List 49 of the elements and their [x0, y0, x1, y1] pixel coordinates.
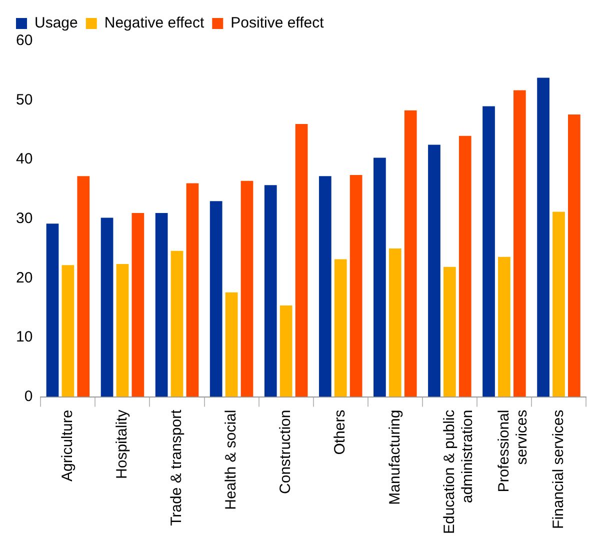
- y-tick-label: 10: [16, 328, 33, 346]
- bar: [568, 114, 580, 397]
- y-tick-label: 20: [16, 269, 33, 286]
- bar: [132, 212, 144, 397]
- y-tick-label: 50: [16, 91, 33, 108]
- x-tick-label: Financial services: [550, 410, 567, 529]
- bar: [334, 259, 347, 397]
- legend-label: Negative effect: [104, 14, 205, 32]
- x-tick-label: Hospitality: [114, 409, 131, 479]
- bar: [318, 176, 332, 397]
- x-tick-label: Agriculture: [59, 410, 76, 482]
- x-tick-label: Construction: [277, 410, 294, 494]
- bar: [170, 250, 184, 397]
- bar: [458, 136, 472, 397]
- y-tick-label: 0: [24, 388, 33, 405]
- x-tick-label: Manufacturing: [386, 410, 404, 505]
- bar: [116, 264, 129, 397]
- y-tick-label: 40: [16, 150, 33, 168]
- bar: [46, 224, 59, 397]
- bar: [186, 183, 199, 397]
- bar: [374, 158, 386, 397]
- bar: [443, 266, 456, 397]
- bar: [280, 305, 292, 397]
- bar: [264, 185, 277, 397]
- bar: [295, 124, 308, 397]
- bar: [482, 106, 495, 397]
- bar: [77, 176, 90, 397]
- x-tick-label: Others: [332, 410, 349, 455]
- bar: [100, 218, 114, 397]
- bar: [155, 212, 168, 397]
- bar: [428, 144, 440, 397]
- x-tick-label: Health & social: [222, 410, 240, 510]
- bar: [513, 90, 526, 397]
- legend-label: Positive effect: [230, 14, 325, 32]
- bar: [62, 265, 74, 397]
- bar: [240, 180, 254, 397]
- bar: [537, 78, 550, 397]
- bar: [498, 256, 510, 397]
- bar: [210, 201, 222, 397]
- y-tick-label: 60: [16, 32, 33, 50]
- bar: [350, 175, 362, 397]
- x-tick-label: Education & public administration: [440, 409, 476, 534]
- bar: [225, 292, 238, 397]
- bar: [388, 248, 402, 397]
- y-tick-label: 30: [16, 210, 33, 228]
- bar: [404, 110, 417, 397]
- bar: [552, 212, 565, 397]
- x-tick-label: Trade & transport: [168, 408, 186, 526]
- legend-label: Usage: [34, 14, 78, 32]
